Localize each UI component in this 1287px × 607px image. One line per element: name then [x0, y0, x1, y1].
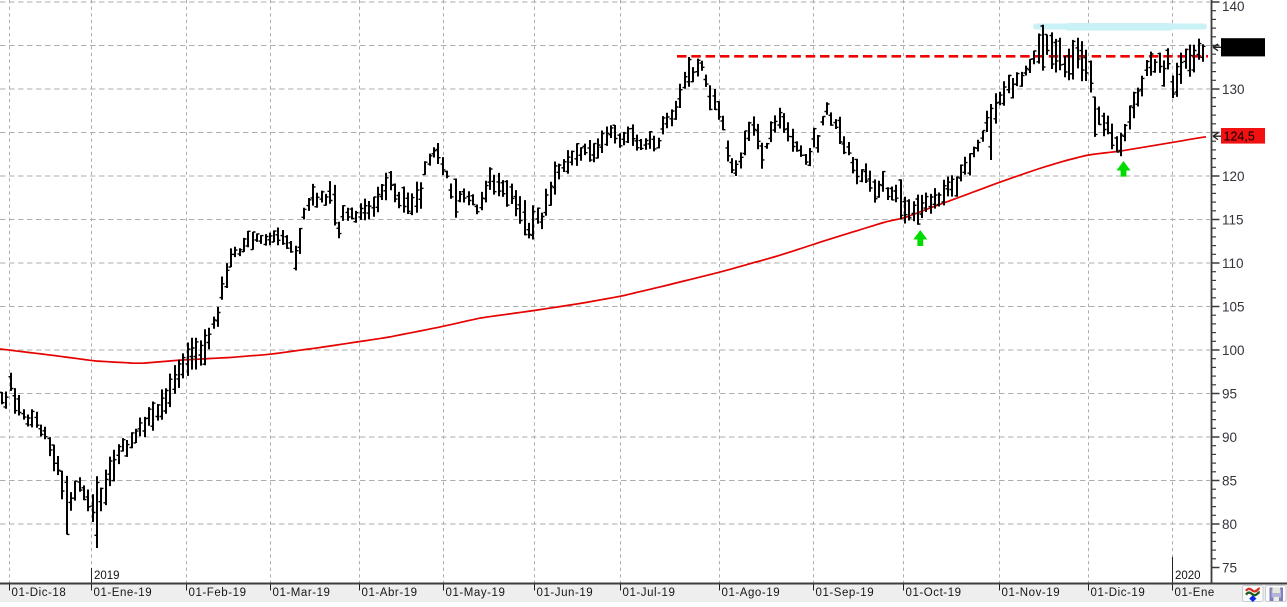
svg-text:01-Dic-18: 01-Dic-18 [12, 587, 67, 599]
svg-text:01-Feb-19: 01-Feb-19 [189, 587, 247, 599]
svg-text:120: 120 [1222, 169, 1245, 184]
svg-text:100: 100 [1222, 343, 1245, 358]
svg-text:80: 80 [1222, 517, 1237, 532]
svg-text:90: 90 [1222, 430, 1237, 445]
svg-text:124,5: 124,5 [1224, 130, 1255, 144]
svg-text:01-Ene: 01-Ene [1175, 587, 1215, 599]
svg-text:01-May-19: 01-May-19 [446, 587, 506, 599]
svg-text:01-Jul-19: 01-Jul-19 [623, 587, 676, 599]
svg-text:2020: 2020 [1175, 570, 1201, 582]
svg-text:01-Ene-19: 01-Ene-19 [94, 587, 153, 599]
svg-text:01-Ago-19: 01-Ago-19 [722, 587, 781, 599]
svg-text:130: 130 [1222, 82, 1245, 97]
svg-text:140: 140 [1222, 0, 1245, 14]
svg-text:115: 115 [1222, 212, 1244, 227]
svg-text:01-Abr-19: 01-Abr-19 [362, 587, 418, 599]
svg-text:01-Nov-19: 01-Nov-19 [1002, 587, 1061, 599]
svg-text:01-Jun-19: 01-Jun-19 [537, 587, 594, 599]
svg-text:01-Dic-19: 01-Dic-19 [1091, 587, 1146, 599]
svg-text:95: 95 [1222, 386, 1237, 401]
svg-text:105: 105 [1222, 299, 1245, 314]
svg-text:01-Oct-19: 01-Oct-19 [906, 587, 962, 599]
svg-text:01-Mar-19: 01-Mar-19 [273, 587, 331, 599]
svg-text:85: 85 [1222, 473, 1237, 488]
svg-text:01-Sep-19: 01-Sep-19 [816, 587, 875, 599]
svg-text:2019: 2019 [94, 570, 120, 582]
svg-text:75: 75 [1222, 560, 1237, 575]
svg-text:110: 110 [1222, 256, 1244, 271]
